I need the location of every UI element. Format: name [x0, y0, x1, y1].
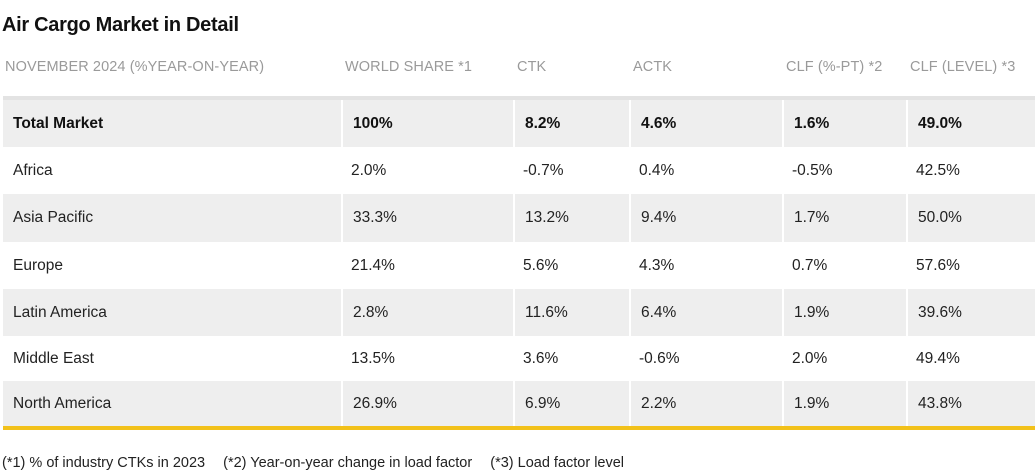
region-cell: Total Market	[3, 100, 341, 147]
market-table: Total Market 100% 8.2% 4.6% 1.6% 49.0% A…	[3, 96, 1035, 430]
region-cell: Africa	[13, 161, 53, 179]
table-row-latin-america: Latin America 2.8% 11.6% 6.4% 1.9% 39.6%	[3, 289, 1035, 336]
column-header-actk: ACTK	[633, 59, 673, 75]
actk-cell: 6.4%	[629, 289, 782, 336]
table-row-africa: Africa 2.0% -0.7% 0.4% -0.5% 42.5%	[3, 147, 1035, 194]
ctk-cell: 8.2%	[513, 100, 629, 147]
clf-level-cell: 49.0%	[906, 100, 1035, 147]
column-header-period: NOVEMBER 2024 (%YEAR-ON-YEAR)	[5, 59, 265, 75]
clf-level-cell: 57.6%	[916, 256, 960, 274]
footnote-2: (*2) Year-on-year change in load factor	[223, 455, 473, 471]
world-share-cell: 21.4%	[351, 256, 395, 274]
ctk-cell: 3.6%	[523, 349, 559, 367]
actk-cell: 9.4%	[629, 194, 782, 242]
clf-pt-cell: 1.7%	[782, 194, 906, 242]
footnote-3: (*3) Load factor level	[490, 455, 625, 471]
world-share-cell: 33.3%	[341, 194, 513, 242]
ctk-cell: -0.7%	[523, 161, 564, 179]
actk-cell: 4.6%	[629, 100, 782, 147]
clf-level-cell: 43.8%	[906, 381, 1035, 426]
world-share-cell: 13.5%	[351, 349, 395, 367]
clf-pt-cell: 2.0%	[792, 349, 828, 367]
ctk-cell: 5.6%	[523, 256, 559, 274]
clf-level-cell: 42.5%	[916, 161, 960, 179]
column-header-clf-pt: CLF (%-PT) *2	[786, 59, 883, 75]
ctk-cell: 11.6%	[513, 289, 629, 336]
footnote-1: (*1) % of industry CTKs in 2023	[2, 455, 206, 471]
ctk-cell: 13.2%	[513, 194, 629, 242]
clf-level-cell: 49.4%	[916, 349, 960, 367]
region-cell: Middle East	[13, 349, 94, 367]
region-cell: Europe	[13, 256, 63, 274]
column-header-ctk: CTK	[517, 59, 547, 75]
table-header: NOVEMBER 2024 (%YEAR-ON-YEAR) WORLD SHAR…	[0, 59, 1035, 79]
table-row-total-market: Total Market 100% 8.2% 4.6% 1.6% 49.0%	[3, 100, 1035, 147]
clf-level-cell: 50.0%	[906, 194, 1035, 242]
region-cell: Latin America	[3, 289, 341, 336]
clf-level-cell: 39.6%	[906, 289, 1035, 336]
world-share-cell: 2.8%	[341, 289, 513, 336]
table-row-north-america: North America 26.9% 6.9% 2.2% 1.9% 43.8%	[3, 381, 1035, 426]
footnotes: (*1) % of industry CTKs in 2023 (*2) Yea…	[2, 455, 638, 471]
region-cell: Asia Pacific	[3, 194, 341, 242]
clf-pt-cell: 1.9%	[782, 381, 906, 426]
table-row-europe: Europe 21.4% 5.6% 4.3% 0.7% 57.6%	[3, 242, 1035, 289]
table-row-middle-east: Middle East 13.5% 3.6% -0.6% 2.0% 49.4%	[3, 336, 1035, 381]
clf-pt-cell: -0.5%	[792, 161, 833, 179]
column-header-world-share: WORLD SHARE *1	[345, 59, 473, 75]
clf-pt-cell: 1.9%	[782, 289, 906, 336]
world-share-cell: 100%	[341, 100, 513, 147]
world-share-cell: 2.0%	[351, 161, 387, 179]
page-title: Air Cargo Market in Detail	[2, 14, 239, 36]
world-share-cell: 26.9%	[341, 381, 513, 426]
actk-cell: 4.3%	[639, 256, 675, 274]
table-bottom-rule	[3, 426, 1035, 430]
clf-pt-cell: 1.6%	[782, 100, 906, 147]
actk-cell: 0.4%	[639, 161, 675, 179]
actk-cell: 2.2%	[629, 381, 782, 426]
clf-pt-cell: 0.7%	[792, 256, 828, 274]
actk-cell: -0.6%	[639, 349, 680, 367]
region-cell: North America	[3, 381, 341, 426]
ctk-cell: 6.9%	[513, 381, 629, 426]
column-header-clf-level: CLF (LEVEL) *3	[910, 59, 1016, 75]
table-row-asia-pacific: Asia Pacific 33.3% 13.2% 9.4% 1.7% 50.0%	[3, 194, 1035, 242]
